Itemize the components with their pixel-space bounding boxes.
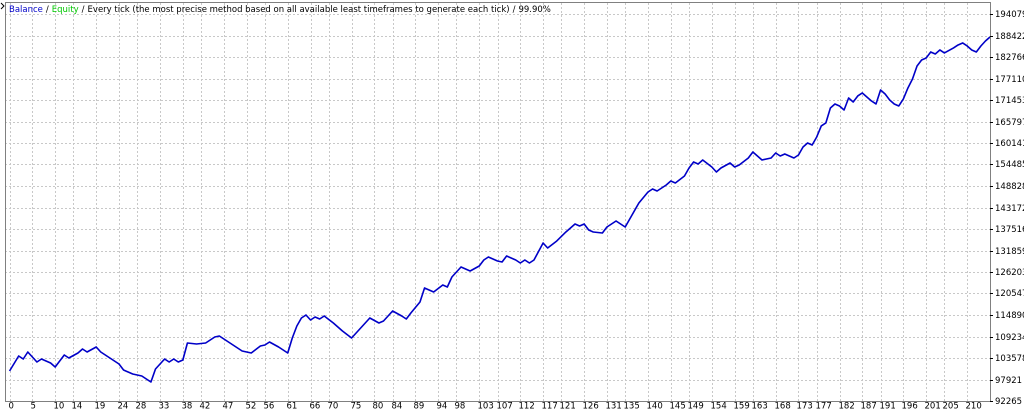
x-tick-label: 103 [478,402,494,411]
x-tick-label: 94 [437,402,448,411]
x-tick-label: 149 [688,402,704,411]
x-tick-label: 154 [711,402,727,411]
x-tick-label: 191 [880,402,896,411]
x-tick-label: 135 [624,402,640,411]
x-tick-label: 19 [95,402,106,411]
x-tick-label: 196 [902,402,918,411]
x-tick-label: 140 [647,402,663,411]
header: Balance / Equity / Every tick (the most prec… [9,5,551,15]
y-tick-label: 131859 [995,247,1024,257]
x-tick-label: 210 [966,402,982,411]
x-tick-label: 42 [200,402,211,411]
header-text: Balance / Equity / Every tick (the most prec… [9,5,551,15]
balance-line [8,36,991,383]
x-tick-label: 121 [560,402,576,411]
y-tick-label: 114890 [995,311,1024,321]
y-tick-label: 143172 [995,204,1024,214]
x-tick-label: 5 [31,402,36,411]
x-tick-label: 47 [223,402,234,411]
x-tick-label: 159 [734,402,750,411]
x-tick-label: 187 [861,402,877,411]
y-tick-label: 97921 [995,376,1022,386]
x-tick-label: 61 [287,402,298,411]
y-tick-label: 165797 [995,118,1024,128]
x-tick-label: 33 [159,402,170,411]
plot [8,36,991,383]
grid [5,3,990,402]
x-tick-label: 182 [839,402,855,411]
x-tick-label: 117 [542,402,558,411]
y-tick-label: 120547 [995,289,1024,299]
x-tick-label: 145 [670,402,686,411]
x-tick-label: 163 [752,402,768,411]
y-tick-label: 137516 [995,225,1024,235]
y-tick-label: 92265 [995,397,1022,407]
x-tick-label: 168 [775,402,791,411]
y-tick-label: 194079 [995,10,1024,20]
y-tick-label: 188422 [995,32,1024,42]
x-tick-label: 107 [497,402,513,411]
separator: / [82,5,85,15]
y-tick-label: 103578 [995,354,1024,364]
x-tick-label: 126 [583,402,599,411]
y-tick-label: 148828 [995,182,1024,192]
labels: 92265 97921 103578 109234 114890 120547 126203… [9,10,1024,411]
legend-entry: Balance [9,5,43,15]
plot-frame [5,2,991,402]
x-tick-label: 52 [246,402,257,411]
legend-entry: Equity [52,5,79,15]
scroll-arrow[interactable] [0,2,5,10]
x-tick-label: 112 [519,402,535,411]
x-tick-label: 177 [816,402,832,411]
x-tick-label: 84 [392,402,403,411]
x-tick-label: 10 [54,402,65,411]
y-tick-label: 177110 [995,75,1024,85]
quality-text: 99.90% [518,5,550,15]
separator: / [513,5,516,15]
x-tick-label: 89 [414,402,425,411]
y-tick-label: 154485 [995,160,1024,170]
x-tick-label: 201 [925,402,941,411]
y-tick-label: 126203 [995,268,1024,278]
x-tick-label: 28 [136,402,147,411]
x-tick-label: 56 [264,402,275,411]
x-tick-label: 14 [72,402,83,411]
x-tick-label: 24 [118,402,129,411]
x-tick-label: 0 [9,402,14,411]
y-tick-label: 171453 [995,96,1024,106]
x-tick-label: 38 [182,402,193,411]
y-tick-label: 109234 [995,333,1024,343]
y-tick-label: 182766 [995,53,1024,63]
x-tick-label: 205 [943,402,959,411]
x-tick-label: 70 [328,402,339,411]
separator: / [46,5,49,15]
x-tick-label: 173 [797,402,813,411]
x-tick-label: 66 [310,402,321,411]
x-tick-label: 75 [351,402,362,411]
model-text: Every tick (the most precise method base… [88,5,510,15]
x-tick-label: 98 [455,402,466,411]
x-tick-label: 131 [606,402,622,411]
x-tick-label: 80 [373,402,384,411]
